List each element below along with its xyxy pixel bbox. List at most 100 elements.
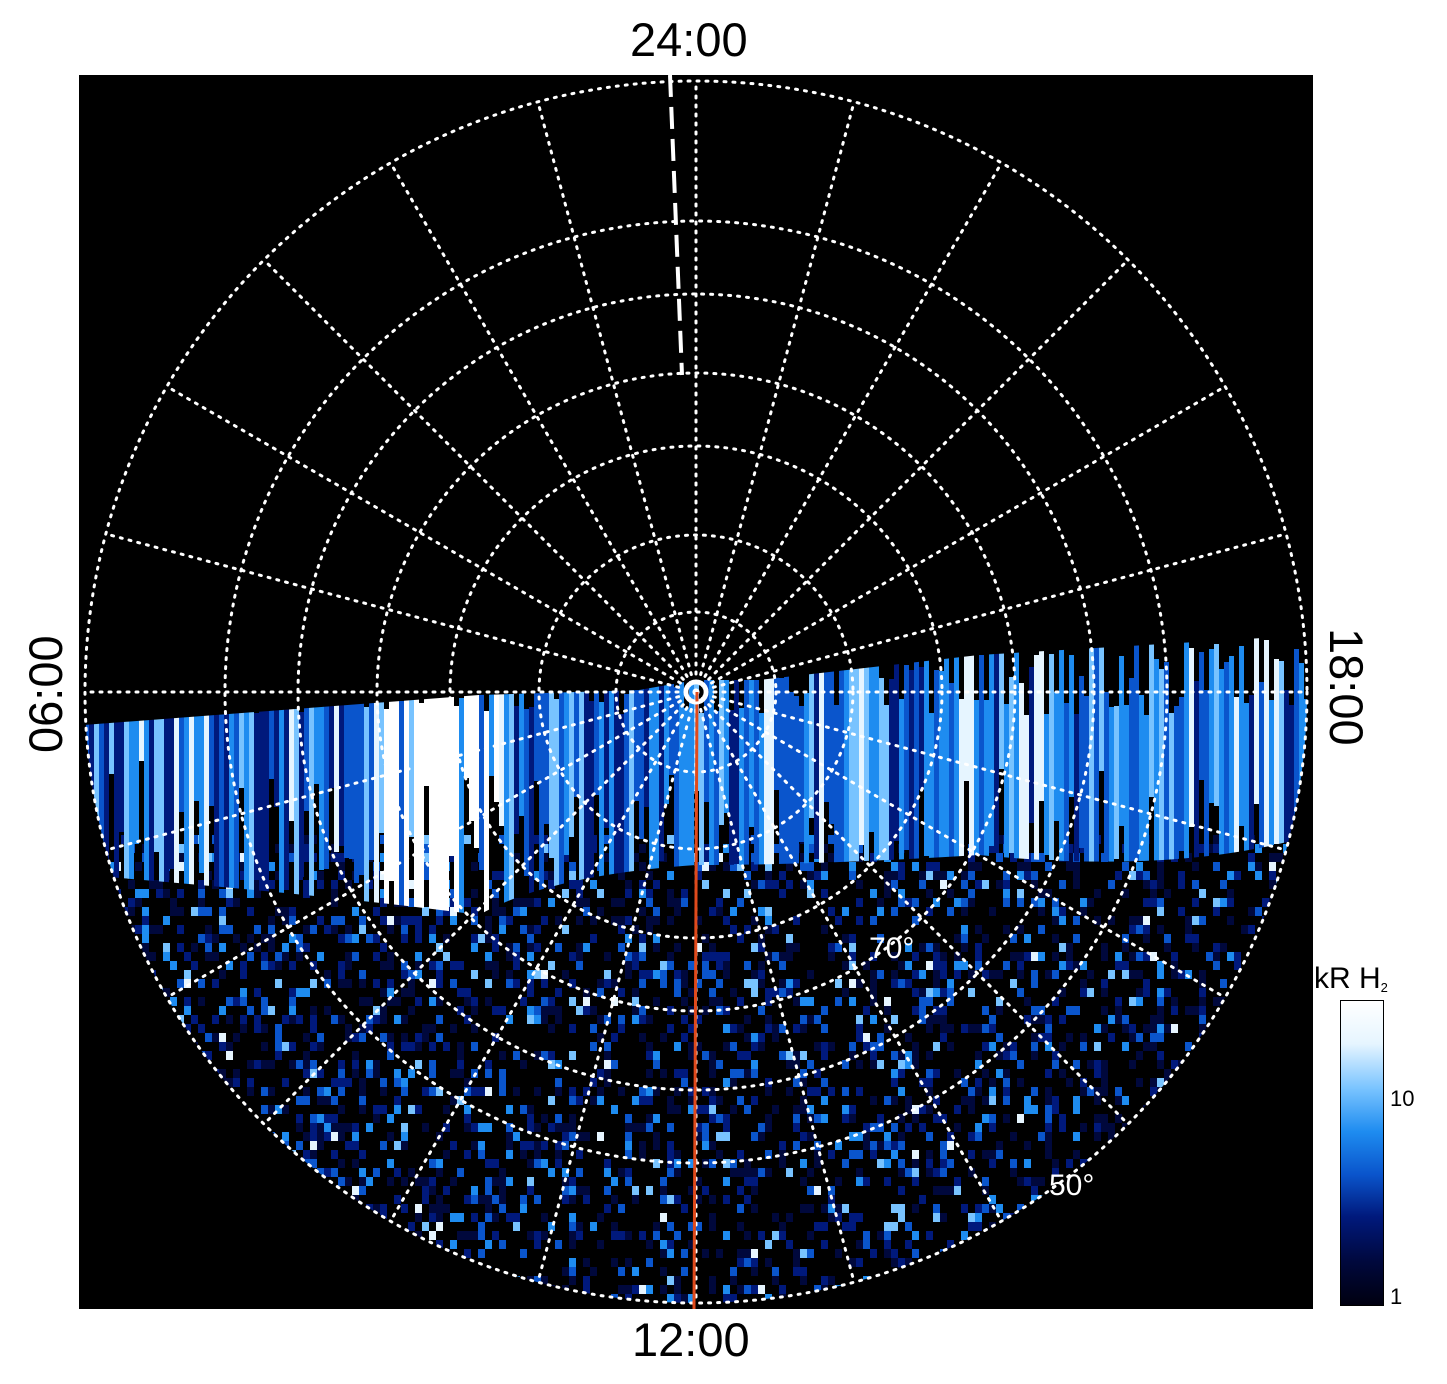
pixel xyxy=(681,1078,688,1087)
streak xyxy=(784,663,789,915)
pixel xyxy=(996,1006,1003,1015)
pixel xyxy=(373,1105,380,1114)
pixel xyxy=(800,1249,807,1258)
pixel xyxy=(835,943,842,952)
pixel xyxy=(800,1177,807,1186)
pixel xyxy=(716,853,723,862)
pixel xyxy=(905,943,912,952)
streak xyxy=(1279,661,1284,915)
pixel xyxy=(954,970,961,979)
pixel xyxy=(1052,1168,1059,1177)
pixel xyxy=(317,1069,324,1078)
pixel xyxy=(814,871,821,880)
pixel xyxy=(982,1024,989,1033)
pixel xyxy=(499,871,506,880)
pixel xyxy=(646,1051,653,1060)
pixel xyxy=(849,952,856,961)
pixel xyxy=(331,898,338,907)
pixel xyxy=(1269,880,1276,889)
pixel xyxy=(177,889,184,898)
pixel xyxy=(324,1114,331,1123)
pixel xyxy=(821,925,828,934)
pixel xyxy=(954,1177,961,1186)
pixel xyxy=(317,871,324,880)
pixel xyxy=(324,1168,331,1177)
pixel xyxy=(1080,844,1087,853)
pixel xyxy=(884,1222,891,1231)
pixel xyxy=(338,916,345,925)
pixel xyxy=(219,1042,226,1051)
pixel xyxy=(331,1078,338,1087)
pixel xyxy=(954,1105,961,1114)
pixel xyxy=(898,1204,905,1213)
pixel xyxy=(940,1159,947,1168)
streak xyxy=(464,637,469,778)
pixel xyxy=(1234,952,1241,961)
pixel xyxy=(163,916,170,925)
pixel xyxy=(1059,1123,1066,1132)
pixel xyxy=(898,1060,905,1069)
pixel xyxy=(1143,916,1150,925)
pixel xyxy=(289,1006,296,1015)
pixel xyxy=(702,952,709,961)
pixel xyxy=(1150,1024,1157,1033)
streak xyxy=(589,701,594,908)
pixel xyxy=(793,1249,800,1258)
pixel xyxy=(702,970,709,979)
pixel xyxy=(646,898,653,907)
pixel xyxy=(387,916,394,925)
pixel xyxy=(793,1051,800,1060)
pixel xyxy=(1052,1159,1059,1168)
pixel xyxy=(961,934,968,943)
pixel xyxy=(457,988,464,997)
streak xyxy=(894,658,899,841)
pixel xyxy=(506,1213,513,1222)
pixel xyxy=(723,1123,730,1132)
pixel xyxy=(436,961,443,970)
streak xyxy=(344,674,349,858)
pixel xyxy=(401,1132,408,1141)
pixel xyxy=(562,1195,569,1204)
pixel xyxy=(646,925,653,934)
pixel xyxy=(268,916,275,925)
pixel xyxy=(611,1195,618,1204)
pixel xyxy=(653,934,660,943)
pixel xyxy=(569,1276,576,1285)
pixel xyxy=(1017,1177,1024,1186)
pixel xyxy=(1108,880,1115,889)
pixel xyxy=(779,1159,786,1168)
pixel xyxy=(541,844,548,853)
pixel xyxy=(394,1141,401,1150)
pixel xyxy=(562,853,569,862)
pixel xyxy=(1164,889,1171,898)
pixel xyxy=(975,1087,982,1096)
pixel xyxy=(499,835,506,844)
pixel xyxy=(968,871,975,880)
pixel xyxy=(919,1006,926,1015)
latitude-label-70: 70° xyxy=(869,932,914,965)
streak xyxy=(649,667,654,904)
pixel xyxy=(359,1087,366,1096)
pixel xyxy=(835,979,842,988)
pixel xyxy=(639,1141,646,1150)
pixel xyxy=(513,1213,520,1222)
pixel xyxy=(814,1159,821,1168)
pixel xyxy=(401,1087,408,1096)
streak xyxy=(584,670,589,915)
pixel xyxy=(1206,844,1213,853)
streak xyxy=(679,667,684,915)
pixel xyxy=(870,916,877,925)
pixel xyxy=(1024,1141,1031,1150)
pixel xyxy=(1003,1213,1010,1222)
pixel xyxy=(520,907,527,916)
streak xyxy=(419,703,424,915)
pixel xyxy=(436,1159,443,1168)
pixel xyxy=(247,1006,254,1015)
pixel xyxy=(1157,1078,1164,1087)
pixel xyxy=(352,907,359,916)
pixel xyxy=(527,1141,534,1150)
pixel xyxy=(849,1132,856,1141)
pixel xyxy=(660,1033,667,1042)
streak xyxy=(149,638,154,915)
pixel xyxy=(548,1096,555,1105)
